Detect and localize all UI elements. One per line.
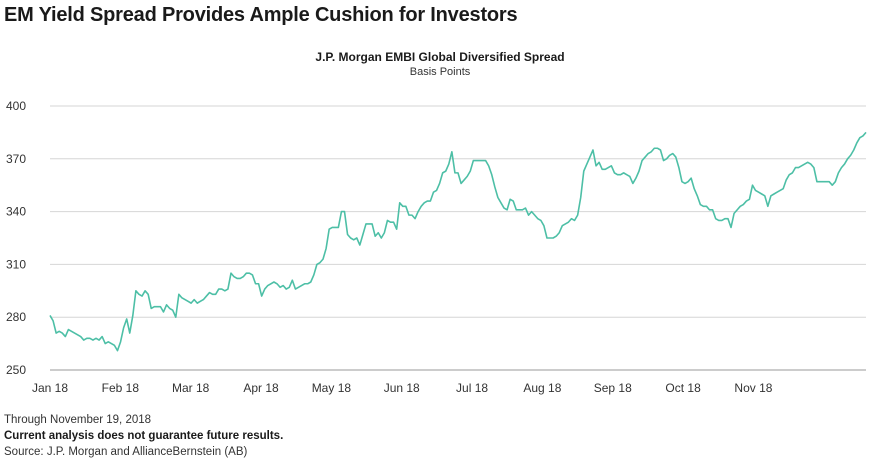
y-tick-label: 280 <box>6 310 26 324</box>
headline: EM Yield Spread Provides Ample Cushion f… <box>4 4 518 26</box>
x-tick-label: Apr 18 <box>243 381 279 395</box>
chart-subtitle: Basis Points <box>409 66 471 78</box>
series-line-group <box>49 131 867 352</box>
x-tick-label: Nov 18 <box>734 381 772 395</box>
x-tick-label: Jan 18 <box>32 381 68 395</box>
x-tick-label: Mar 18 <box>172 381 210 395</box>
footnote-source: Source: J.P. Morgan and AllianceBernstei… <box>4 446 248 458</box>
y-tick-label: 250 <box>6 363 26 377</box>
x-tick-label: Sep 18 <box>594 381 632 395</box>
line-chart: 250 280 310 340 370 400 Jan 18 Feb 18 Mar 18 Apr… <box>6 99 867 395</box>
y-tick-label: 310 <box>6 257 26 271</box>
x-tick-label: Oct 18 <box>665 381 701 395</box>
footnote-disclaimer: Current analysis does not guarantee futu… <box>4 430 284 442</box>
x-tick-label: Aug 18 <box>523 381 561 395</box>
y-axis-ticks: 250 280 310 340 370 400 <box>6 99 26 377</box>
chart-title: J.P. Morgan EMBI Global Diversified Spre… <box>315 50 565 64</box>
x-tick-label: May 18 <box>312 381 352 395</box>
x-tick-label: Jun 18 <box>384 381 420 395</box>
x-tick-label: Jul 18 <box>456 381 488 395</box>
y-tick-label: 340 <box>6 205 26 219</box>
gridlines <box>50 105 866 371</box>
x-axis-ticks: Jan 18 Feb 18 Mar 18 Apr 18 May 18 Jun 18 Jul … <box>32 381 773 395</box>
y-tick-label: 370 <box>6 152 26 166</box>
series-line <box>49 131 867 352</box>
footnote-through: Through November 19, 2018 <box>4 414 152 426</box>
x-tick-label: Feb 18 <box>102 381 140 395</box>
y-tick-label: 400 <box>6 99 26 113</box>
